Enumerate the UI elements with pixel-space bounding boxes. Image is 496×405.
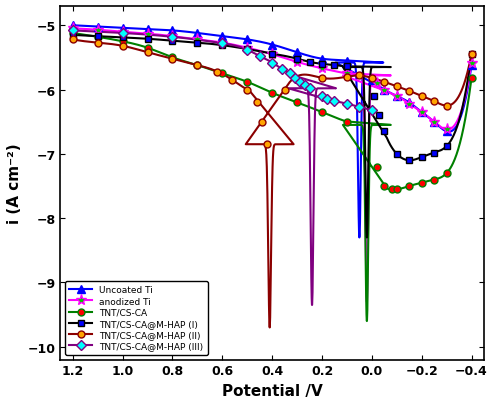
X-axis label: Potential /V: Potential /V bbox=[222, 383, 322, 398]
Y-axis label: i (A cm⁻²): i (A cm⁻²) bbox=[7, 143, 22, 224]
Legend: Uncoated Ti, anodized Ti, TNT/CS-CA, TNT/CS-CA@M-HAP (I), TNT/CS-CA@M-HAP (II), : Uncoated Ti, anodized Ti, TNT/CS-CA, TNT… bbox=[65, 281, 208, 355]
